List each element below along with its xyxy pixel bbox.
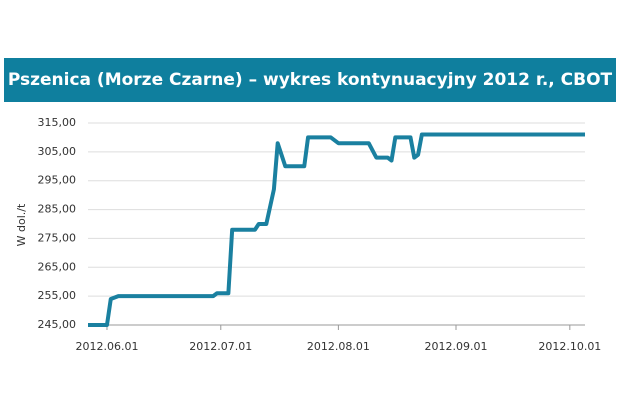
y-tick-label: 305,00 xyxy=(38,145,77,158)
x-tick-label: 2012.06.01 xyxy=(75,340,138,353)
x-tick-label: 2012.08.01 xyxy=(307,340,370,353)
y-tick-label: 275,00 xyxy=(38,231,77,244)
title-banner xyxy=(4,58,616,102)
line xyxy=(88,132,585,327)
y-tick-label: 315,00 xyxy=(38,116,77,129)
y-tick-label: 255,00 xyxy=(38,289,77,302)
y-tick-label: 295,00 xyxy=(38,174,77,187)
x-tick-label: 2012.09.01 xyxy=(425,340,488,353)
y-tick-label: 265,00 xyxy=(38,260,77,273)
x-tick-label: 2012.10.01 xyxy=(538,340,601,353)
chart-title: Pszenica (Morze Czarne) – wykres kontynu… xyxy=(8,70,613,90)
y-axis-label: W dol./t xyxy=(15,203,28,246)
x-tick-label: 2012.07.01 xyxy=(189,340,252,353)
y-tick-label: 285,00 xyxy=(38,203,77,216)
y-tick-label: 245,00 xyxy=(38,318,77,331)
